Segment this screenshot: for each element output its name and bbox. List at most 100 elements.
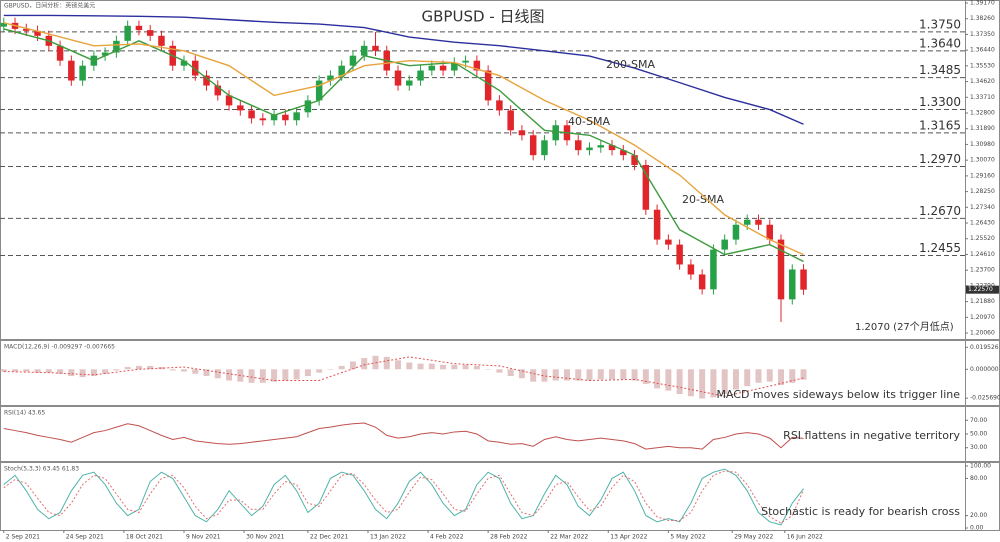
histogram-bar (12, 369, 19, 372)
candle-body (462, 60, 469, 63)
candle-body (698, 274, 706, 290)
x-tick-label: 18 Oct 2021 (126, 534, 163, 541)
level-label: 1.2455 (919, 241, 961, 255)
y-tick-label: 1.20970 (970, 314, 995, 321)
y-tick-label: 1.35530 (970, 62, 995, 69)
histogram-bar (180, 369, 187, 372)
candle-body (124, 25, 131, 41)
histogram-bar (226, 369, 233, 381)
y-tick-label: 1.21880 (970, 298, 995, 305)
y-tick-label: 0.000000 (970, 366, 999, 373)
candle-body (597, 145, 605, 148)
candle-body (394, 70, 402, 86)
x-tick-label: 30 Nov 2021 (246, 534, 285, 541)
x-tick-label: 22 Mar 2022 (550, 534, 588, 541)
y-tick-label: 1.29160 (970, 172, 995, 179)
y-tick-label: 0.019526 (970, 344, 999, 351)
histogram-bar (552, 369, 559, 381)
candle-body (293, 112, 300, 121)
histogram-bar (642, 369, 649, 384)
histogram-bar (248, 369, 255, 383)
histogram-bar (766, 369, 773, 382)
candle-body (158, 35, 165, 46)
candle-body (327, 75, 334, 81)
histogram-bar (541, 369, 548, 382)
candle-body (259, 118, 267, 121)
level-label: 1.3485 (919, 63, 961, 77)
candle-body (23, 28, 30, 31)
histogram-bar (440, 364, 447, 370)
histogram-bar (192, 369, 199, 374)
histogram-bar (68, 369, 75, 377)
histogram-bar (597, 369, 604, 380)
candle-body (496, 100, 503, 111)
candle-body (766, 224, 773, 240)
candle-body (721, 239, 728, 250)
histogram-bar (79, 369, 86, 378)
histogram-bar (800, 369, 807, 380)
level-label: 1.2970 (919, 152, 961, 166)
annotation: MACD moves sideways below its trigger li… (716, 388, 960, 401)
panel-3: Stoch(5,3,3) 63.45 61.83 100.00 80.00 20.00… (3, 463, 991, 541)
x-tick-label: 9 Nov 2021 (186, 534, 221, 541)
candle-body (631, 155, 638, 165)
candle-body (113, 40, 120, 53)
histogram-bar (259, 369, 266, 383)
level-label: 1.3165 (919, 118, 961, 132)
histogram-bar (417, 363, 424, 370)
y-tick-label: 70.00 (970, 417, 987, 424)
candle-body (338, 65, 345, 76)
y-tick-label: 1.24610 (970, 251, 995, 258)
x-tick-label: 24 Sep 2021 (66, 534, 104, 541)
candle-body (473, 60, 481, 71)
panel-0: GBPUSD - 日线图 GBPUSD，日间分析：英镑兑美元 1.39170 1.38… (0, 0, 999, 337)
candle-body (270, 114, 278, 121)
histogram-bar (665, 369, 672, 391)
histogram-bar (755, 369, 762, 383)
candle-body (417, 70, 424, 81)
histogram-bar (34, 369, 41, 373)
level-label: 1.2670 (919, 204, 961, 218)
series-line (3, 28, 804, 263)
candle-body (518, 130, 526, 136)
candle-body (349, 55, 357, 66)
candle-body (360, 45, 368, 56)
candle-body (304, 100, 312, 113)
histogram-bar (147, 365, 154, 370)
histogram-bar (744, 369, 751, 387)
chart-title: GBPUSD - 日线图 (422, 8, 545, 26)
histogram-bar (406, 362, 413, 370)
panel-1: MACD(12,26,9) -0.009297 -0.007665 0.01952… (0, 344, 1000, 402)
histogram-bar (428, 363, 435, 370)
candle-body (529, 135, 537, 156)
histogram-bar (282, 369, 289, 381)
y-tick-label: 1.34620 (970, 78, 995, 85)
histogram-bar (135, 365, 142, 370)
level-label: 1.3300 (919, 95, 961, 109)
candle-body (642, 164, 650, 210)
y-tick-label: 50.00 (970, 431, 987, 438)
histogram-bar (699, 369, 706, 399)
candle-body (755, 219, 762, 225)
indicator-header: MACD(12,26,9) -0.009297 -0.007665 (4, 344, 115, 351)
candle-body (135, 25, 143, 31)
series-line (3, 22, 804, 256)
candle-body (541, 140, 548, 156)
histogram-bar (57, 369, 64, 374)
histogram-bar (271, 369, 278, 382)
y-tick-label: 0.00 (970, 525, 984, 532)
histogram-bar (620, 369, 627, 380)
annotation: 1.2070 (27个月低点) (855, 320, 954, 333)
histogram-bar (789, 369, 796, 383)
x-tick-label: 29 May 2022 (734, 534, 773, 541)
candle-body (180, 60, 188, 66)
level-label: 1.3640 (919, 36, 961, 50)
candle-body (451, 62, 458, 71)
histogram-bar (158, 367, 165, 370)
candle-body (732, 224, 740, 240)
histogram-bar (609, 369, 616, 380)
histogram-bar (361, 358, 368, 370)
indicator-header: GBPUSD，日间分析：英镑兑美元 (4, 2, 95, 10)
histogram-bar (721, 369, 728, 395)
